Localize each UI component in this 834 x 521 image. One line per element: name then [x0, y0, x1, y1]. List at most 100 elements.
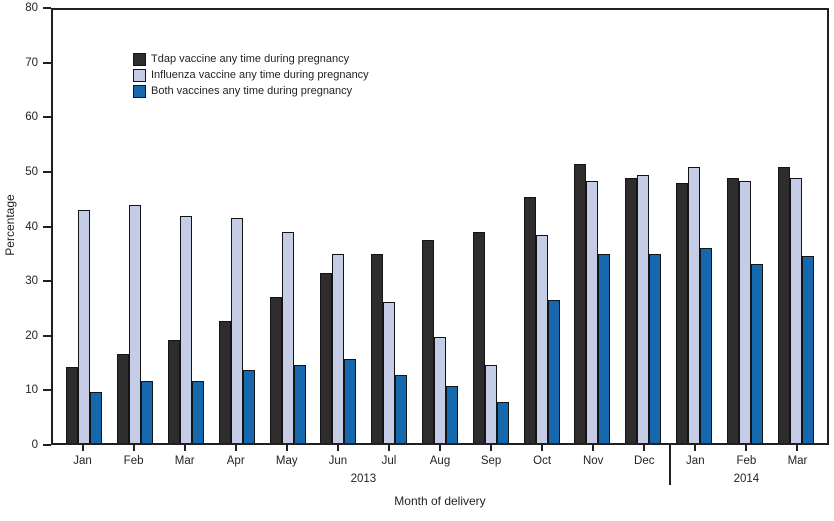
bar-tdap: [574, 164, 587, 443]
bar-both: [242, 369, 255, 443]
y-tick-mark: [43, 334, 51, 337]
month-label: Mar: [787, 455, 808, 467]
month-label: Sep: [480, 455, 502, 467]
bar-group-jan-0: [59, 10, 110, 443]
bar-group-feb-1: [110, 10, 161, 443]
y-tick-mark: [43, 389, 51, 392]
bar-tdap: [320, 272, 333, 443]
bar-group-may-4: [262, 10, 313, 443]
bar-group-jun-5: [313, 10, 364, 443]
bar-both: [191, 380, 204, 443]
bar-influenza: [687, 166, 700, 443]
bar-tdap: [117, 353, 130, 443]
month-label: Dec: [634, 455, 655, 467]
y-tick-mark: [43, 225, 51, 228]
year-label-2013: 2013: [350, 473, 377, 485]
month-label: Nov: [582, 455, 604, 467]
y-tick-label: 70: [25, 56, 38, 69]
y-tick-mark: [43, 170, 51, 173]
x-tick-mark: [745, 445, 748, 451]
plot-area: Tdap vaccine any time during pregnancy In…: [51, 8, 829, 445]
bar-tdap: [625, 177, 638, 443]
both-swatch-icon: [133, 85, 146, 98]
bar-both: [801, 256, 814, 443]
y-tick-label: 40: [25, 220, 38, 233]
y-tick-label: 10: [25, 384, 38, 397]
legend: Tdap vaccine any time during pregnancy In…: [133, 53, 369, 98]
y-tick-label: 30: [25, 275, 38, 288]
bar-both: [496, 402, 509, 443]
x-axis-title: Month of delivery: [394, 494, 486, 508]
bar-influenza: [179, 215, 192, 443]
bar-group-nov-10: [567, 10, 618, 443]
bar-influenza: [738, 180, 751, 443]
bar-both: [90, 391, 103, 443]
x-tick-mark: [694, 445, 697, 451]
bar-influenza: [789, 177, 802, 443]
y-tick-mark: [43, 7, 51, 9]
bar-influenza: [332, 253, 345, 443]
x-axis: Jan Feb Mar Apr May Jun Jul Aug Sep Oct Nov Dec Jan F…: [51, 445, 829, 521]
bar-both: [649, 253, 662, 443]
bar-both: [699, 248, 712, 443]
month-label: Jan: [686, 455, 705, 467]
y-tick-mark: [43, 61, 51, 64]
y-tick-label: 60: [25, 111, 38, 124]
bar-group-mar-2: [161, 10, 212, 443]
bar-tdap: [371, 253, 384, 443]
bar-group-dec-11: [618, 10, 669, 443]
month-label: Jul: [381, 455, 397, 467]
month-label: Oct: [533, 455, 552, 467]
y-tick-mark: [43, 116, 51, 119]
y-tick-label: 0: [31, 439, 38, 451]
bar-influenza: [433, 337, 446, 443]
x-tick-mark: [592, 445, 595, 451]
bar-tdap: [777, 166, 790, 443]
bar-group-jul-6: [364, 10, 415, 443]
bar-group-oct-9: [516, 10, 567, 443]
bar-tdap: [66, 367, 79, 443]
bar-tdap: [421, 240, 434, 443]
legend-label: Influenza vaccine any time during pregna…: [151, 69, 369, 81]
x-tick-mark: [183, 445, 186, 451]
x-tick-mark: [81, 445, 84, 451]
legend-label: Both vaccines any time during pregnancy: [151, 85, 353, 97]
bar-influenza: [383, 302, 396, 443]
influenza-swatch-icon: [133, 69, 146, 82]
x-tick-mark: [234, 445, 237, 451]
y-tick-mark: [43, 444, 51, 446]
bar-both: [445, 386, 458, 443]
x-tick-mark: [336, 445, 339, 451]
month-label: Aug: [429, 455, 451, 467]
month-label: Feb: [736, 455, 757, 467]
legend-label: Tdap vaccine any time during pregnancy: [151, 53, 350, 65]
bar-influenza: [281, 231, 294, 443]
bar-both: [293, 364, 306, 443]
bar-influenza: [637, 175, 650, 443]
bar-group-feb-13: [719, 10, 770, 443]
bar-influenza: [230, 218, 243, 443]
month-label: Jan: [73, 455, 92, 467]
year-divider-line: [668, 445, 671, 485]
y-tick-label: 20: [25, 329, 38, 342]
bar-tdap: [472, 231, 485, 443]
x-tick-mark: [796, 445, 799, 451]
bar-both: [750, 264, 763, 443]
bar-influenza: [78, 210, 91, 443]
y-tick-label: 80: [25, 2, 38, 14]
year-label-2014: 2014: [733, 473, 760, 485]
bar-tdap: [675, 183, 688, 443]
bar-tdap: [523, 196, 536, 443]
bar-group-apr-3: [211, 10, 262, 443]
bar-group-mar-14: [770, 10, 821, 443]
month-label: Feb: [123, 455, 144, 467]
x-tick-mark: [285, 445, 288, 451]
bar-both: [344, 359, 357, 443]
y-axis: 0 10 20 30 40 50 60 70 80: [0, 2, 51, 451]
bar-both: [598, 253, 611, 443]
bar-tdap: [167, 340, 180, 443]
y-tick-label: 50: [25, 165, 38, 178]
bar-group-jan-12: [669, 10, 720, 443]
tdap-swatch-icon: [133, 53, 146, 66]
